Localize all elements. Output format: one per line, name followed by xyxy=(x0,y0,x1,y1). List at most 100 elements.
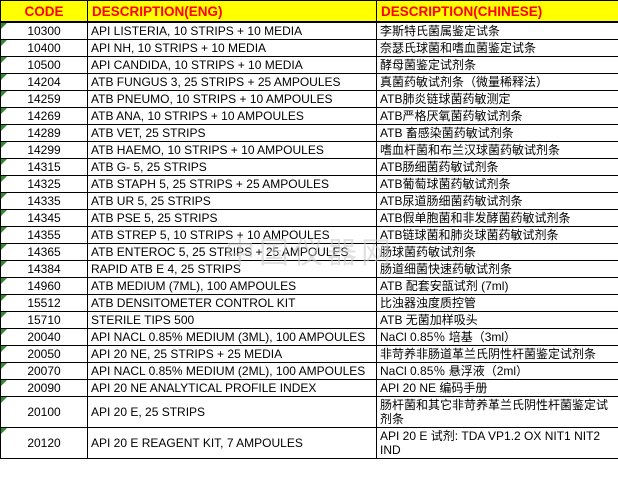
code-cell: 14365 xyxy=(0,243,88,261)
table-row: 14204 ATB FUNGUS 3, 25 STRIPS + 25 AMPOUL… xyxy=(0,73,618,91)
cell-error-triangle-icon xyxy=(1,40,7,46)
description-eng-cell: ATB STREP 5, 10 STRIPS + 10 AMPOULES xyxy=(87,226,377,244)
description-eng-cell: API NACL 0.85% MEDIUM (2ML), 100 AMPOULE… xyxy=(87,362,377,380)
code-value: 14335 xyxy=(27,194,61,208)
code-value: 14269 xyxy=(27,109,61,123)
description-chinese-cell: 酵母菌鉴定试剂条 xyxy=(376,56,618,74)
code-cell: 14355 xyxy=(0,226,88,244)
code-value: 14345 xyxy=(27,211,61,225)
table-row: 14960 ATB MEDIUM (7ML), 100 AMPOULES ATB 配… xyxy=(0,277,618,295)
code-cell: 20070 xyxy=(0,362,88,380)
table-row: 10500 API CANDIDA, 10 STRIPS + 10 MEDIA 酵母… xyxy=(0,56,618,74)
table-row: 14335 ATB UR 5, 25 STRIPS ATB尿道肠细菌药敏试剂条 xyxy=(0,192,618,210)
description-eng-cell: STERILE TIPS 500 xyxy=(87,311,377,329)
code-cell: 14325 xyxy=(0,175,88,193)
code-value: 20050 xyxy=(27,347,61,361)
code-cell: 20120 xyxy=(0,427,88,459)
cell-error-triangle-icon xyxy=(1,125,7,131)
code-value: 20090 xyxy=(27,381,61,395)
column-header-code: CODE xyxy=(0,0,88,23)
description-eng-cell: API CANDIDA, 10 STRIPS + 10 MEDIA xyxy=(87,56,377,74)
code-value: 20120 xyxy=(27,436,61,450)
table-row: 14355 ATB STREP 5, 10 STRIPS + 10 AMPOULE… xyxy=(0,226,618,244)
cell-error-triangle-icon xyxy=(1,193,7,199)
code-value: 14960 xyxy=(27,279,61,293)
cell-error-triangle-icon xyxy=(1,428,7,434)
table-row: 15710 STERILE TIPS 500 ATB 无菌加样吸头 xyxy=(0,311,618,329)
code-cell: 14269 xyxy=(0,107,88,125)
description-eng-cell: ATB ANA, 10 STRIPS + 10 AMPOULES xyxy=(87,107,377,125)
table-row: 14315 ATB G- 5, 25 STRIPS ATB肠细菌药敏试剂条 xyxy=(0,158,618,176)
cell-error-triangle-icon xyxy=(1,227,7,233)
description-eng-cell: ATB HAEMO, 10 STRIPS + 10 AMPOULES xyxy=(87,141,377,159)
description-eng-cell: ATB ENTEROC 5, 25 STRIPS + 25 AMPOULES xyxy=(87,243,377,261)
code-value: 15710 xyxy=(27,313,61,327)
cell-error-triangle-icon xyxy=(1,244,7,250)
code-value: 14384 xyxy=(27,262,61,276)
description-eng-cell: ATB STAPH 5, 25 STRIPS + 25 AMPOULES xyxy=(87,175,377,193)
description-eng-cell: API 20 NE, 25 STRIPS + 25 MEDIA xyxy=(87,345,377,363)
code-value: 14365 xyxy=(27,245,61,259)
description-chinese-cell: 李斯特氏菌属鉴定试条 xyxy=(376,21,618,40)
column-header-description-eng: DESCRIPTION(ENG) xyxy=(87,0,377,23)
column-header-description-chinese: DESCRIPTION(CHINESE) xyxy=(376,0,618,23)
code-value: 20040 xyxy=(27,330,61,344)
cell-error-triangle-icon xyxy=(1,57,7,63)
description-chinese-cell: ATB严格厌氧菌药敏试剂条 xyxy=(376,107,618,125)
code-value: 14315 xyxy=(27,160,61,174)
table-row: 20050 API 20 NE, 25 STRIPS + 25 MEDIA 非苛养非… xyxy=(0,345,618,363)
code-cell: 20040 xyxy=(0,328,88,346)
cell-error-triangle-icon xyxy=(1,363,7,369)
description-eng-cell: API 20 E REAGENT KIT, 7 AMPOULES xyxy=(87,427,377,459)
code-value: 14289 xyxy=(27,126,61,140)
description-chinese-cell: 嗜血杆菌和布兰汉球菌药敏试剂条 xyxy=(376,141,618,159)
description-eng-cell: ATB PSE 5, 25 STRIPS xyxy=(87,209,377,227)
cell-error-triangle-icon xyxy=(1,380,7,386)
code-cell: 10500 xyxy=(0,56,88,74)
description-chinese-cell: ATB链球菌和肺炎球菌药敏试剂条 xyxy=(376,226,618,244)
code-cell: 14204 xyxy=(0,73,88,91)
cell-error-triangle-icon xyxy=(1,176,7,182)
code-cell: 15710 xyxy=(0,311,88,329)
cell-error-triangle-icon xyxy=(1,74,7,80)
code-cell: 20050 xyxy=(0,345,88,363)
description-chinese-cell: 肠杆菌和其它非苛养革兰氏阴性杆菌鉴定试剂条 xyxy=(376,396,618,428)
description-eng-cell: ATB UR 5, 25 STRIPS xyxy=(87,192,377,210)
table-row: 10400 API NH, 10 STRIPS + 10 MEDIA 奈瑟氏球菌和嗜… xyxy=(0,39,618,57)
description-chinese-cell: NaCl 0.85％ 悬浮液（2ml） xyxy=(376,362,618,380)
code-cell: 14259 xyxy=(0,90,88,108)
code-value: 20070 xyxy=(27,364,61,378)
code-cell: 20090 xyxy=(0,379,88,397)
code-cell: 14315 xyxy=(0,158,88,176)
code-value: 14325 xyxy=(27,177,61,191)
cell-error-triangle-icon xyxy=(1,159,7,165)
description-chinese-cell: ATB 无菌加样吸头 xyxy=(376,311,618,329)
description-eng-cell: ATB PNEUMO, 10 STRIPS + 10 AMPOULES xyxy=(87,90,377,108)
table-row: 14365 ATB ENTEROC 5, 25 STRIPS + 25 AMPOU… xyxy=(0,243,618,261)
description-chinese-cell: ATB尿道肠细菌药敏试剂条 xyxy=(376,192,618,210)
description-eng-cell: ATB MEDIUM (7ML), 100 AMPOULES xyxy=(87,277,377,295)
description-chinese-cell: API 20 E 试剂: TDA VP1.2 OX NIT1 NIT2 IND xyxy=(376,427,618,459)
description-chinese-cell: NaCl 0.85％ 培基（3ml） xyxy=(376,328,618,346)
code-value: 14299 xyxy=(27,143,61,157)
description-eng-cell: ATB G- 5, 25 STRIPS xyxy=(87,158,377,176)
table-row: 14259 ATB PNEUMO, 10 STRIPS + 10 AMPOULES… xyxy=(0,90,618,108)
header-row: CODE DESCRIPTION(ENG) DESCRIPTION(CHINES… xyxy=(0,0,618,23)
cell-error-triangle-icon xyxy=(1,108,7,114)
code-value: 10300 xyxy=(27,24,61,38)
cell-error-triangle-icon xyxy=(1,23,7,29)
code-value: 20100 xyxy=(27,405,61,419)
description-eng-cell: RAPID ATB E 4, 25 STRIPS xyxy=(87,260,377,278)
table-row: 14269 ATB ANA, 10 STRIPS + 10 AMPOULES ATB… xyxy=(0,107,618,125)
cell-error-triangle-icon xyxy=(1,397,7,403)
description-eng-cell: API NH, 10 STRIPS + 10 MEDIA xyxy=(87,39,377,57)
code-value: 10500 xyxy=(27,58,61,72)
cell-error-triangle-icon xyxy=(1,142,7,148)
cell-error-triangle-icon xyxy=(1,261,7,267)
table-row: 20120 API 20 E REAGENT KIT, 7 AMPOULES API… xyxy=(0,427,618,459)
description-eng-cell: API NACL 0.85% MEDIUM (3ML), 100 AMPOULE… xyxy=(87,328,377,346)
product-table: CODE DESCRIPTION(ENG) DESCRIPTION(CHINES… xyxy=(0,0,618,459)
description-chinese-cell: 肠道细菌快速药敏试剂条 xyxy=(376,260,618,278)
description-eng-cell: ATB DENSITOMETER CONTROL KIT xyxy=(87,294,377,312)
description-chinese-cell: 非苛养非肠道革兰氏阴性杆菌鉴定试剂条 xyxy=(376,345,618,363)
